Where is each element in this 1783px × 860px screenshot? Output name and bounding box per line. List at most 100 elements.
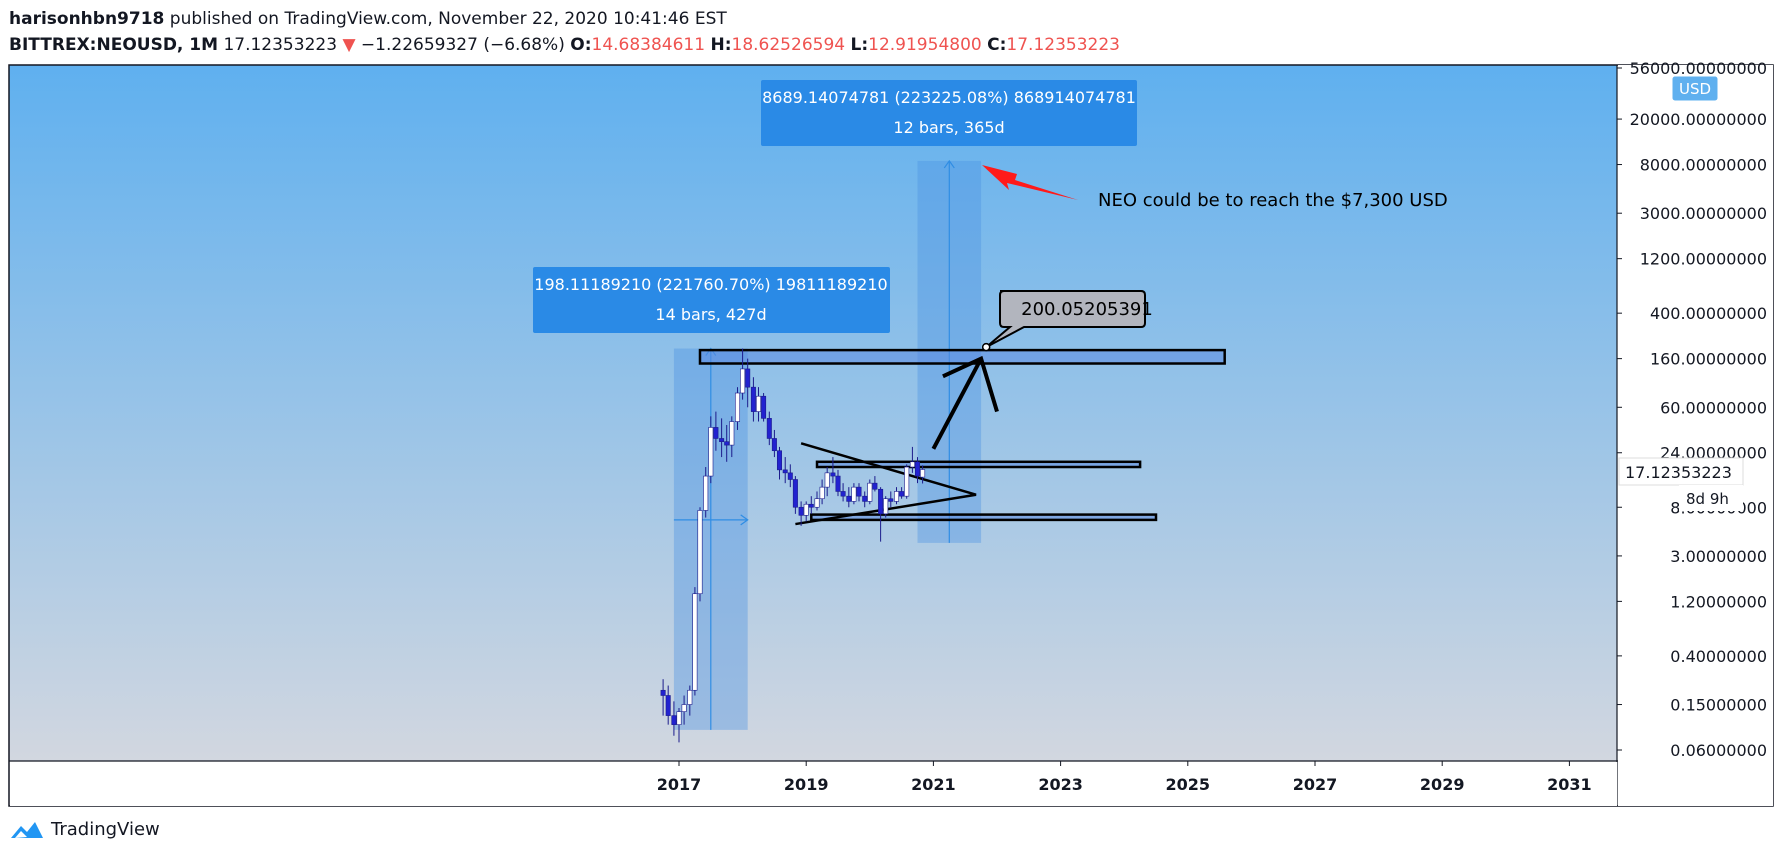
candle[interactable] <box>798 501 804 526</box>
candle[interactable] <box>904 464 910 499</box>
candle-body-down <box>872 482 878 490</box>
candle[interactable] <box>803 501 809 522</box>
price-tick-label: 20000.00000000 <box>1630 110 1767 129</box>
tradingview-brand: TradingView <box>51 818 160 840</box>
candle[interactable] <box>787 464 793 488</box>
annotation-text[interactable]: NEO could be to reach the $7,300 USD <box>1098 190 1448 211</box>
candle[interactable] <box>824 467 830 497</box>
candle[interactable] <box>676 707 682 743</box>
horizontal-zone[interactable] <box>698 348 1226 365</box>
candle[interactable] <box>671 701 677 736</box>
candle[interactable] <box>735 387 741 430</box>
horizontal-zone[interactable] <box>810 513 1158 522</box>
candle[interactable] <box>703 467 709 518</box>
projection-arrow-line[interactable] <box>931 357 983 450</box>
candle[interactable] <box>766 411 772 446</box>
candle[interactable] <box>814 491 820 511</box>
horizontal-zone[interactable] <box>815 460 1142 469</box>
candle[interactable] <box>846 487 852 508</box>
close-value: 17.12353223 <box>1006 35 1120 55</box>
candle[interactable] <box>867 479 873 505</box>
candle[interactable] <box>761 393 767 422</box>
candle[interactable] <box>835 469 841 497</box>
candle[interactable] <box>862 491 868 508</box>
candle[interactable] <box>713 411 719 451</box>
candle-body-up <box>740 368 746 394</box>
symbol-name: BITTREX:NEOUSD, 1M <box>9 35 219 55</box>
candle-body-up <box>814 498 820 508</box>
candle[interactable] <box>894 487 900 505</box>
publish-info: published on TradingView.com, November 2… <box>169 9 727 29</box>
candle[interactable] <box>819 479 825 505</box>
callout-text: 200.05205391 <box>1021 299 1153 320</box>
change-down-icon: ▼ <box>342 35 356 55</box>
candle[interactable] <box>771 429 777 458</box>
candle[interactable] <box>909 446 915 473</box>
candle[interactable] <box>740 348 746 400</box>
candle[interactable] <box>792 476 798 514</box>
close-label: C: <box>987 35 1007 55</box>
open-label: O: <box>570 35 592 55</box>
candle[interactable] <box>888 491 894 508</box>
candle[interactable] <box>729 416 735 458</box>
high-label: H: <box>710 35 732 55</box>
time-tick-label: 2017 <box>657 775 702 794</box>
candle-body-up <box>920 469 926 478</box>
candle-body-down <box>787 472 793 480</box>
candle[interactable] <box>745 358 751 408</box>
time-axis-bg <box>10 762 1617 806</box>
currency-badge[interactable] <box>1671 75 1719 102</box>
candle[interactable] <box>851 483 857 505</box>
price-tick-label: 1200.00000000 <box>1640 250 1767 269</box>
tradingview-footer[interactable]: TradingView <box>9 818 160 840</box>
chart-header: harisonhbn9718 published on TradingView.… <box>9 6 1120 58</box>
candle[interactable] <box>840 483 846 502</box>
low-label: L: <box>850 35 869 55</box>
candle[interactable] <box>808 496 814 514</box>
candle[interactable] <box>755 387 761 422</box>
candle[interactable] <box>856 483 862 502</box>
candle[interactable] <box>914 457 920 484</box>
candle[interactable] <box>708 416 714 484</box>
price-tick-label: 0.40000000 <box>1670 647 1767 666</box>
candle-body-down <box>713 427 719 439</box>
candle-body-down <box>665 695 671 716</box>
measure-arrow-right-icon <box>740 514 749 526</box>
candle[interactable] <box>878 487 884 542</box>
candle-body-down <box>846 495 852 502</box>
candle[interactable] <box>776 446 782 480</box>
candle-body-down <box>830 472 836 477</box>
candle[interactable] <box>692 587 698 696</box>
candle[interactable] <box>830 457 836 484</box>
candle[interactable] <box>899 487 905 499</box>
candle[interactable] <box>719 418 725 458</box>
candle-body-up <box>687 689 693 705</box>
candle[interactable] <box>665 685 671 725</box>
plot-area[interactable] <box>9 65 1617 761</box>
candle[interactable] <box>883 496 889 518</box>
candle[interactable] <box>687 685 693 716</box>
price-tick-label: 0.06000000 <box>1670 741 1767 760</box>
measure-label-line1: 8689.14074781 (223225.08%) 868914074781 <box>762 88 1136 107</box>
candle-body-down <box>745 368 751 388</box>
candle[interactable] <box>724 424 730 462</box>
triangle-pattern[interactable] <box>795 442 977 526</box>
price-tick-label: 60.00000000 <box>1660 398 1767 417</box>
candle[interactable] <box>872 476 878 492</box>
author-name[interactable]: harisonhbn9718 <box>9 9 165 29</box>
candle[interactable] <box>697 507 703 602</box>
time-tick-label: 2021 <box>911 775 956 794</box>
candle[interactable] <box>681 695 687 725</box>
candle-body-down <box>862 495 868 502</box>
price-tick-label: 56000.00000000 <box>1630 59 1767 78</box>
candle[interactable] <box>660 679 666 716</box>
candle[interactable] <box>782 457 788 484</box>
candle[interactable] <box>920 465 926 484</box>
candle-body-down <box>719 438 725 442</box>
price-axis-bg <box>1618 65 1773 806</box>
candle[interactable] <box>750 377 756 422</box>
candle-body-down <box>914 461 920 477</box>
candle-body-up <box>851 486 857 502</box>
candle-body-down <box>792 479 798 508</box>
